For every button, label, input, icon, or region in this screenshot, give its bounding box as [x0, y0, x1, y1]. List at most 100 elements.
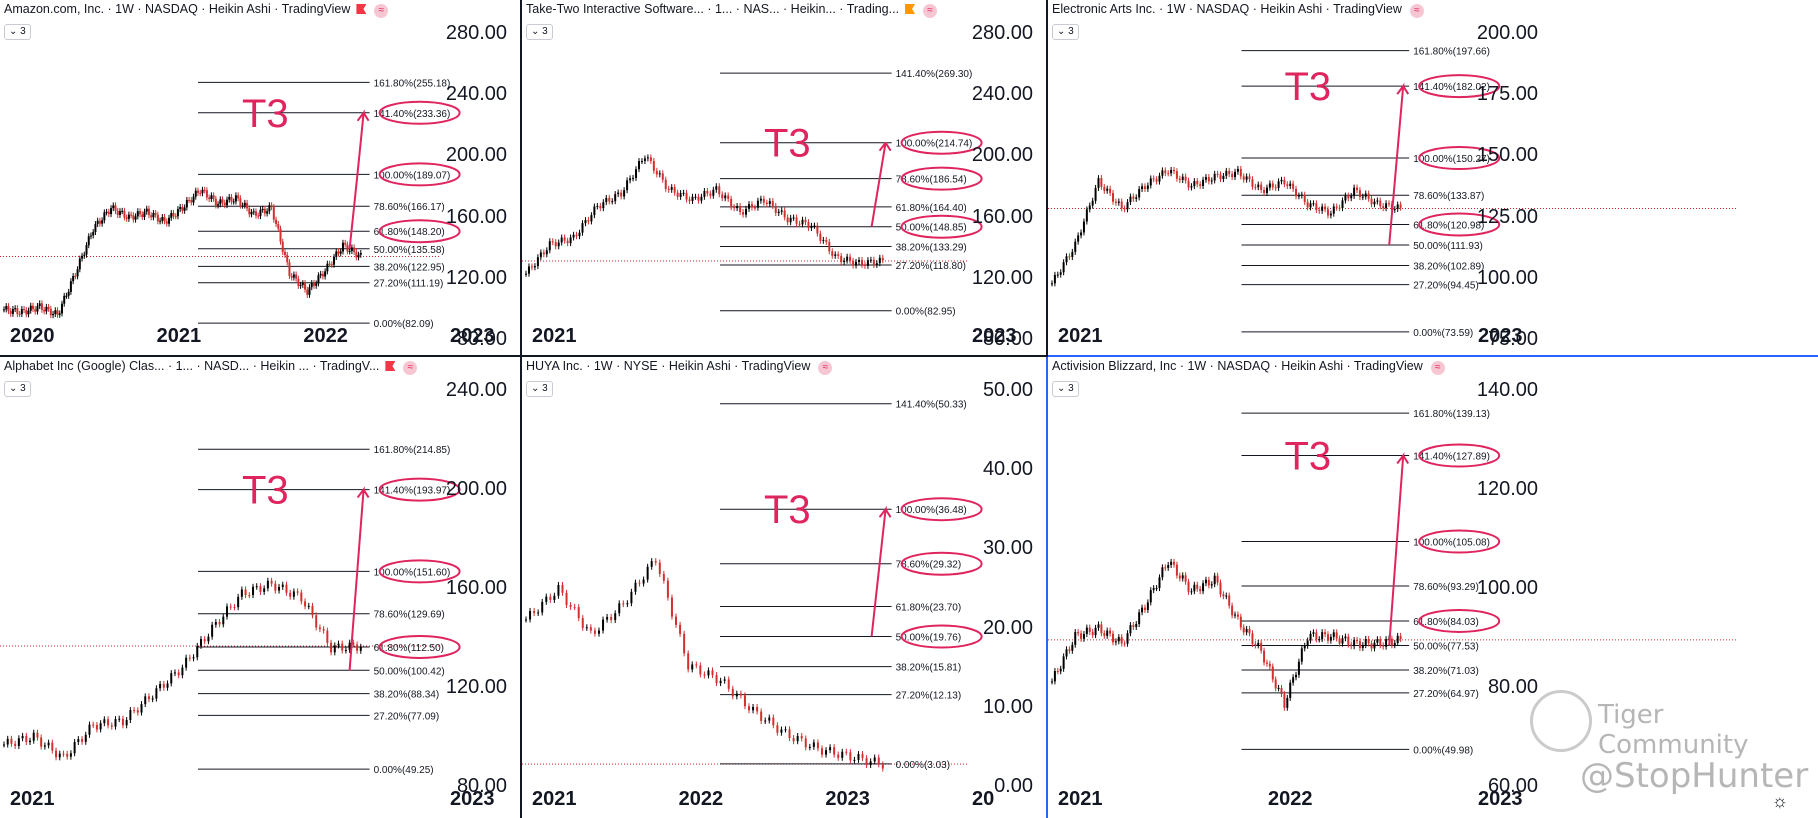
candle-body	[553, 595, 556, 600]
candle-body	[165, 221, 168, 224]
candle-body	[233, 606, 236, 608]
symbol-title[interactable]: HUYA Inc. · 1W · NYSE · Heikin Ashi · Tr…	[526, 359, 811, 373]
candle-body	[796, 735, 799, 742]
candle-body	[274, 583, 277, 591]
symbol-title[interactable]: Electronic Arts Inc. · 1W · NASDAQ · Hei…	[1052, 2, 1402, 16]
candle-body	[703, 190, 706, 197]
candle-body	[11, 308, 14, 314]
candle-body	[661, 173, 664, 180]
candle-body	[863, 264, 866, 266]
indicator-badge-icon[interactable]: ≈	[1430, 361, 1445, 375]
candle-body	[602, 619, 605, 631]
fib-level-label: 38.20%(133.29)	[896, 243, 967, 254]
candle-body	[87, 236, 90, 246]
flag-icon[interactable]	[356, 4, 367, 14]
candle-body	[1231, 605, 1234, 616]
candle-body	[1245, 176, 1248, 180]
candle-body	[1059, 272, 1062, 275]
candle-body	[1187, 581, 1190, 592]
candle-body	[1234, 614, 1237, 616]
price-axis-label: 50.00	[982, 379, 1033, 401]
indicator-badge-icon[interactable]: ≈	[818, 361, 833, 375]
annotation-t3: T3	[242, 92, 289, 136]
fib-level-label: 100.00%(105.08)	[1413, 538, 1490, 549]
collapse-indicators-button[interactable]: ⌄ 3	[1052, 381, 1079, 397]
chart-canvas[interactable]: 161.80%(139.13) 141.40%(127.89) 100.00%(10…	[1048, 357, 1818, 818]
price-axis-label: 240.00	[971, 83, 1033, 106]
candle-body	[344, 242, 347, 245]
candle-body	[602, 202, 605, 209]
chart-panel-amzn[interactable]: Amazon.com, Inc. · 1W · NASDAQ · Heikin …	[0, 0, 521, 355]
chart-canvas[interactable]: 141.40%(269.30) 100.00%(214.74) 78.60%(186…	[522, 0, 1047, 355]
candle-body	[155, 688, 158, 699]
candle-body	[798, 223, 801, 225]
candle-body	[326, 263, 329, 272]
indicator-badge-icon[interactable]: ≈	[403, 361, 418, 375]
indicator-badge-icon[interactable]: ≈	[374, 4, 389, 18]
candle-body	[1129, 625, 1132, 634]
price-axis-label: 200.00	[445, 478, 507, 500]
fib-level-label: 27.20%(111.19)	[374, 279, 444, 290]
candle-body	[356, 644, 359, 651]
candle-body	[1094, 627, 1097, 636]
collapse-indicators-button[interactable]: ⌄ 3	[1052, 24, 1079, 40]
candle-body	[1251, 179, 1254, 187]
candle-body	[172, 213, 175, 217]
candle-body	[727, 195, 730, 199]
candle-body	[739, 693, 742, 696]
chart-panel-atvi[interactable]: Activision Blizzard, Inc · 1W · NASDAQ ·…	[1048, 357, 1818, 818]
indicator-badge-icon[interactable]: ≈	[1409, 4, 1424, 18]
candle-body	[525, 619, 527, 621]
candle-body	[103, 212, 106, 221]
candle-body	[1155, 588, 1158, 590]
symbol-title[interactable]: Take-Two Interactive Software... · 1... …	[526, 2, 900, 16]
flag-icon[interactable]	[385, 361, 396, 371]
candle-body	[58, 753, 61, 758]
chart-panel-ea[interactable]: Electronic Arts Inc. · 1W · NASDAQ · Hei…	[1048, 0, 1818, 355]
candle-body	[23, 309, 26, 311]
candle-body	[330, 264, 333, 266]
chart-canvas[interactable]: 161.80%(214.85) 141.40%(193.97) 100.00%(15…	[0, 357, 521, 818]
candle-body	[828, 241, 831, 252]
candle-body	[792, 738, 795, 742]
candle-body	[326, 630, 329, 643]
indicator-badge-icon[interactable]: ≈	[923, 4, 938, 18]
chart-canvas[interactable]: 141.40%(50.33) 100.00%(36.48) 78.60%(29.32…	[522, 357, 1047, 818]
candle-body	[654, 561, 657, 563]
price-axis-label: 80.00	[456, 775, 507, 797]
fib-level-label: 61.80%(84.03)	[1413, 617, 1479, 628]
candle-body	[629, 178, 632, 181]
candle-body	[825, 239, 828, 242]
chart-panel-ttwo[interactable]: Take-Two Interactive Software... · 1... …	[522, 0, 1047, 355]
candle-body	[1062, 262, 1065, 273]
candle-body	[777, 211, 780, 213]
candle-body	[1207, 177, 1210, 182]
collapse-indicators-button[interactable]: ⌄ 3	[526, 381, 553, 397]
candle-body	[29, 740, 32, 743]
candle-body	[1190, 186, 1193, 188]
settings-icon[interactable]: ☼	[1771, 791, 1789, 811]
chart-canvas[interactable]: 161.80%(255.18) 141.40%(233.36) 100.00%(18…	[0, 0, 521, 355]
collapse-indicators-button[interactable]: ⌄ 3	[4, 381, 31, 397]
chart-panel-googl[interactable]: Alphabet Inc (Google) Clas... · 1... · N…	[0, 357, 521, 818]
candle-body	[333, 645, 336, 653]
candle-body	[25, 310, 28, 315]
candle-body	[14, 743, 17, 747]
symbol-title[interactable]: Alphabet Inc (Google) Clas... · 1... · N…	[4, 359, 380, 373]
chart-canvas[interactable]: 161.80%(197.66) 141.40%(182.02) 100.00%(15…	[1048, 0, 1818, 355]
candle-body	[865, 758, 868, 766]
chart-panel-huya[interactable]: HUYA Inc. · 1W · NYSE · Heikin Ashi · Tr…	[522, 357, 1047, 818]
collapse-indicators-button[interactable]: ⌄ 3	[526, 24, 553, 40]
price-axis-label: 125.00	[1476, 205, 1538, 228]
price-axis-label: 120.00	[1476, 478, 1538, 500]
annotation-circle	[900, 130, 983, 155]
symbol-title[interactable]: Activision Blizzard, Inc · 1W · NASDAQ ·…	[1052, 359, 1423, 373]
flag-icon[interactable]	[905, 4, 916, 14]
candle-body	[1109, 630, 1112, 634]
candle-body	[1379, 200, 1382, 207]
fib-level-label: 38.20%(15.81)	[896, 663, 962, 674]
collapse-indicators-button[interactable]: ⌄ 3	[4, 24, 31, 40]
candle-body	[199, 192, 202, 194]
symbol-title[interactable]: Amazon.com, Inc. · 1W · NASDAQ · Heikin …	[4, 2, 351, 16]
fib-level-label: 61.80%(164.40)	[896, 203, 967, 214]
